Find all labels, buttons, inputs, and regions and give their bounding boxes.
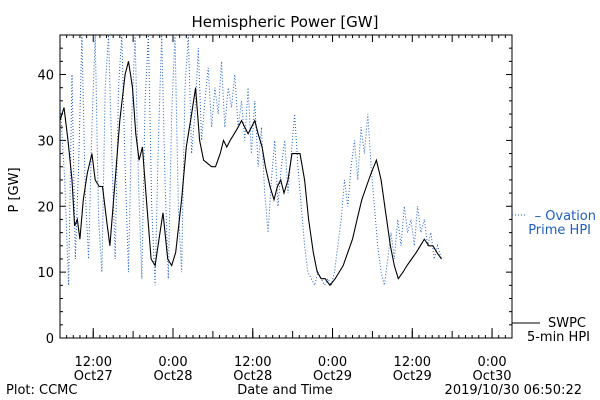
legend-ovation-line2: Prime HPI xyxy=(528,223,591,238)
y-tick-label: 20 xyxy=(37,200,54,215)
x-tick-date: Oct28 xyxy=(153,369,192,384)
x-axis-label: Date and Time xyxy=(237,383,333,398)
plot-credit: Plot: CCMC xyxy=(6,383,77,398)
y-tick-label: 30 xyxy=(37,134,54,149)
x-tick-time: 12:00 xyxy=(234,355,271,370)
plot-timestamp: 2019/10/30 06:50:22 xyxy=(445,383,582,398)
series-line-ovation-prime xyxy=(60,35,442,287)
legend-swpc-line1: SWPC xyxy=(548,316,586,331)
y-tick-label: 40 xyxy=(37,69,54,84)
x-axis: 12:00Oct270:00Oct2812:00Oct280:00Oct2912… xyxy=(59,35,513,384)
x-tick-time: 0:00 xyxy=(318,355,347,370)
y-axis: 0 10 20 30 40 xyxy=(37,34,512,347)
x-tick-time: 12:00 xyxy=(394,355,431,370)
x-tick-time: 12:00 xyxy=(75,355,112,370)
chart-title: Hemispheric Power [GW] xyxy=(192,13,379,31)
x-tick-date: Oct28 xyxy=(233,369,272,384)
y-tick-label: 10 xyxy=(37,266,54,281)
y-tick-label: 0 xyxy=(46,332,54,347)
series-line-swpc xyxy=(60,61,442,287)
legend-ovation-line1: – Ovation xyxy=(535,209,596,224)
y-axis-label: P [GW] xyxy=(7,167,22,212)
x-tick-date: Oct29 xyxy=(313,369,352,384)
x-tick-date: Oct27 xyxy=(74,369,113,384)
x-tick-time: 0:00 xyxy=(158,355,187,370)
x-tick-time: 0:00 xyxy=(477,355,506,370)
legend-swpc-line2: 5-min HPI xyxy=(527,330,590,345)
x-tick-date: Oct29 xyxy=(393,369,432,384)
series-layer xyxy=(60,35,442,287)
legend: – Ovation Prime HPI SWPC 5-min HPI xyxy=(512,209,596,345)
x-tick-date: Oct30 xyxy=(473,369,512,384)
